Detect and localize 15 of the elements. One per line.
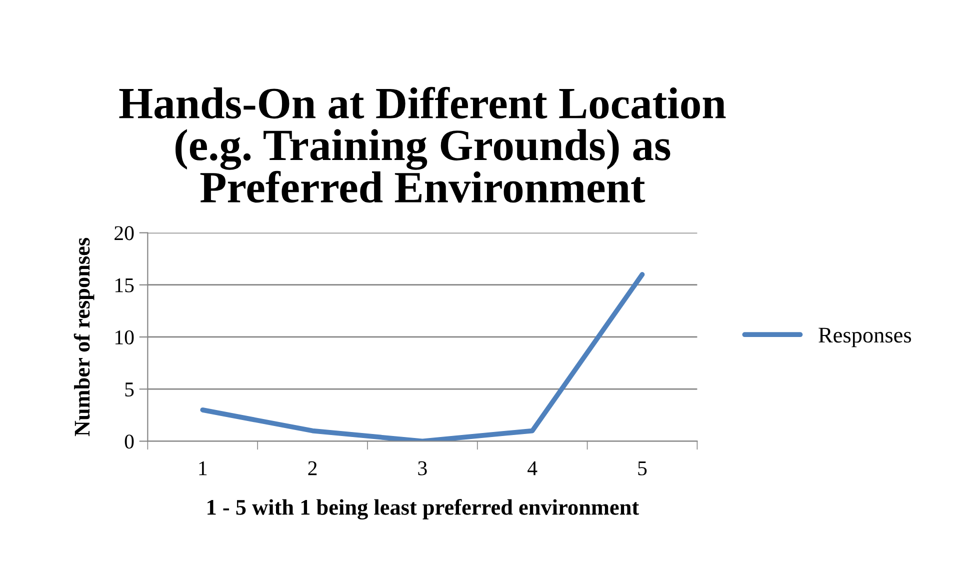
y-tick-label: 0 bbox=[124, 434, 134, 449]
y-axis-title: Number of responses bbox=[74, 238, 94, 436]
y-tick-label: 10 bbox=[115, 330, 134, 344]
x-tick-label: 5 bbox=[638, 461, 647, 476]
chart-title: Hands-On at Different Location (e.g. Training Grounds) as Preferred Environment bbox=[119, 86, 726, 203]
x-tick-label: 4 bbox=[528, 461, 538, 476]
x-tick-label: 2 bbox=[308, 461, 317, 476]
line-series bbox=[200, 272, 645, 442]
x-tick-label: 3 bbox=[418, 461, 427, 476]
y-tick-label: 15 bbox=[115, 278, 134, 292]
legend-label: Responses bbox=[818, 328, 912, 348]
y-tick-label: 20 bbox=[114, 226, 134, 240]
y-tick-label: 5 bbox=[125, 382, 134, 397]
x-axis-title: 1 - 5 with 1 being least preferred environment bbox=[208, 498, 640, 520]
x-tick-label: 1 bbox=[199, 461, 207, 476]
